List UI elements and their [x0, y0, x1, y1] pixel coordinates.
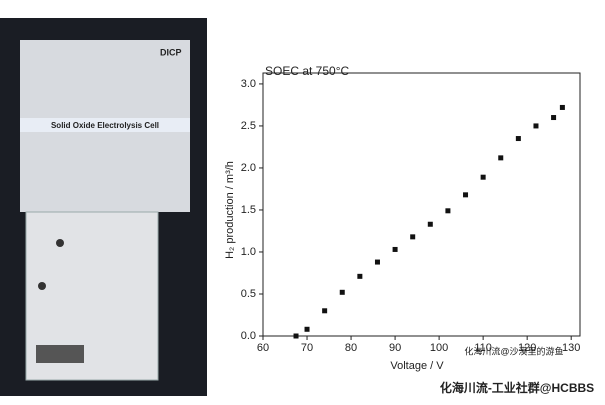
- label-strip: [20, 118, 190, 132]
- plot-frame: [262, 72, 581, 337]
- y-tick-label: 3.0: [241, 78, 256, 90]
- point: [551, 115, 557, 121]
- point: [322, 308, 328, 314]
- y-tick-label: 2.0: [241, 162, 256, 174]
- point: [463, 192, 469, 198]
- x-tick-label: 120: [518, 342, 536, 354]
- watermark: 化海川流-工业社群@HCBBS: [440, 380, 594, 395]
- y-axis-label: H₂ production / m³/h: [224, 161, 236, 259]
- point: [374, 259, 380, 265]
- watermark: 化海川流@沙漠里的游鱼: [464, 345, 563, 356]
- x-tick-label: 70: [301, 342, 313, 354]
- point: [427, 221, 433, 227]
- point: [515, 136, 521, 142]
- y-tick-label: 1.0: [241, 246, 256, 258]
- panel: [36, 345, 84, 363]
- y-tick-label: 1.5: [241, 204, 256, 216]
- x-tick-label: 80: [345, 342, 357, 354]
- point: [445, 208, 451, 214]
- y-tick-label: 0.5: [241, 288, 256, 300]
- point: [392, 246, 398, 252]
- x-axis-label: Voltage / V: [390, 360, 444, 372]
- photo: DICP Solid Oxide Electrolysis Cell: [0, 18, 207, 396]
- y-tick-label: 0.0: [241, 330, 256, 342]
- point: [498, 155, 504, 161]
- point: [533, 123, 539, 129]
- x-tick-label: 130: [562, 342, 580, 354]
- point: [357, 273, 363, 279]
- point: [304, 326, 310, 332]
- point: [559, 104, 565, 110]
- point: [480, 174, 486, 180]
- lock: [38, 282, 46, 290]
- point: [410, 234, 416, 240]
- switch: [56, 239, 64, 247]
- point: [293, 333, 299, 339]
- x-tick-label: 110: [474, 342, 492, 354]
- point: [339, 289, 345, 295]
- photo-label: Solid Oxide Electrolysis Cell: [51, 121, 159, 130]
- logo: DICP: [160, 47, 182, 57]
- x-tick-label: 60: [257, 342, 269, 354]
- x-tick-label: 90: [389, 342, 401, 354]
- y-tick-label: 2.5: [241, 120, 256, 132]
- chart-title: SOEC at 750°C: [265, 64, 350, 78]
- x-tick-label: 100: [430, 342, 448, 354]
